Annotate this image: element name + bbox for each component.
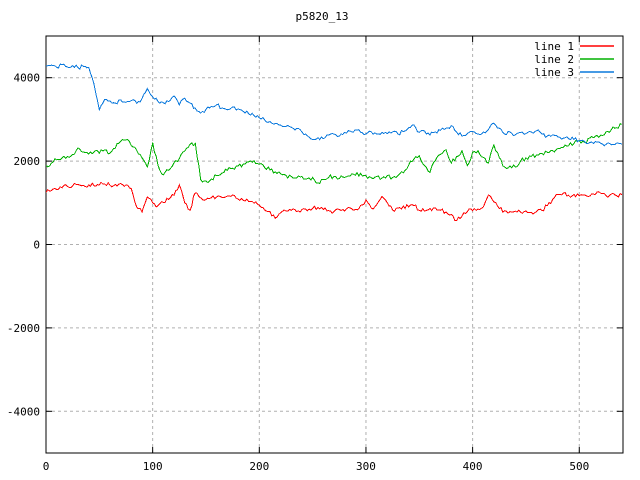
x-tick-label: 500 — [569, 460, 589, 473]
y-axis-labels: 4000 2000 0 -2000 -4000 — [7, 72, 40, 419]
y-tick-label: 0 — [33, 239, 40, 252]
y-tick-label: -4000 — [7, 405, 40, 418]
x-tick-label: 200 — [249, 460, 269, 473]
x-tick-label: 300 — [356, 460, 376, 473]
legend-label-line-1: line 1 — [534, 40, 574, 53]
x-tick-label: 0 — [43, 460, 50, 473]
line-2-series — [46, 122, 623, 185]
plot-border — [45, 35, 624, 454]
line-3-series — [46, 63, 623, 147]
legend-label-line-2: line 2 — [534, 53, 574, 66]
y-tick-label: 2000 — [14, 155, 41, 168]
line-1-series — [46, 181, 623, 222]
x-tick-label: 400 — [463, 460, 483, 473]
grid-lines — [46, 36, 623, 453]
series-lines — [46, 63, 623, 222]
x-axis-labels: 0 100 200 300 400 500 — [43, 460, 590, 473]
chart-title: p5820_13 — [296, 10, 349, 23]
x-tick-label: 100 — [143, 460, 163, 473]
legend-label-line-3: line 3 — [534, 66, 574, 79]
y-tick-label: -2000 — [7, 322, 40, 335]
y-tick-label: 4000 — [14, 72, 41, 85]
legend: line 1 line 2 line 3 — [534, 40, 614, 79]
